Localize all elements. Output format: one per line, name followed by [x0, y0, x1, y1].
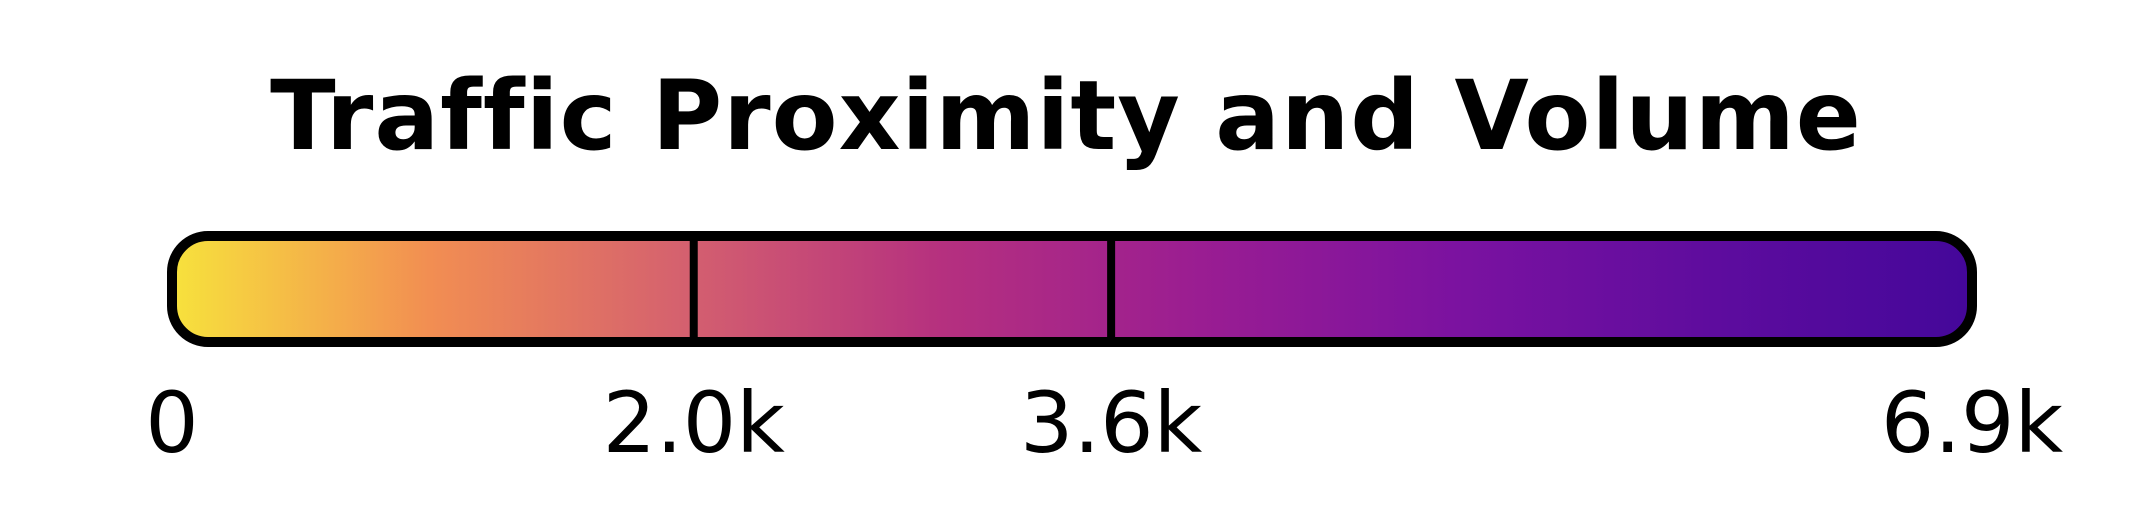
- legend-tick-labels: 0 2.0k 3.6k 6.9k: [145, 374, 2063, 472]
- tick-label: 3.6k: [1020, 374, 1203, 472]
- tick-label: 2.0k: [603, 374, 786, 472]
- legend-bar-outline: [167, 231, 1977, 347]
- tick-label: 6.9k: [1881, 374, 2064, 472]
- chart-title: Traffic Proximity and Volume: [270, 60, 1862, 172]
- legend-dividers: [689, 236, 1116, 342]
- legend-gradient-bar: [172, 236, 1972, 342]
- tick-label: 0: [145, 374, 198, 472]
